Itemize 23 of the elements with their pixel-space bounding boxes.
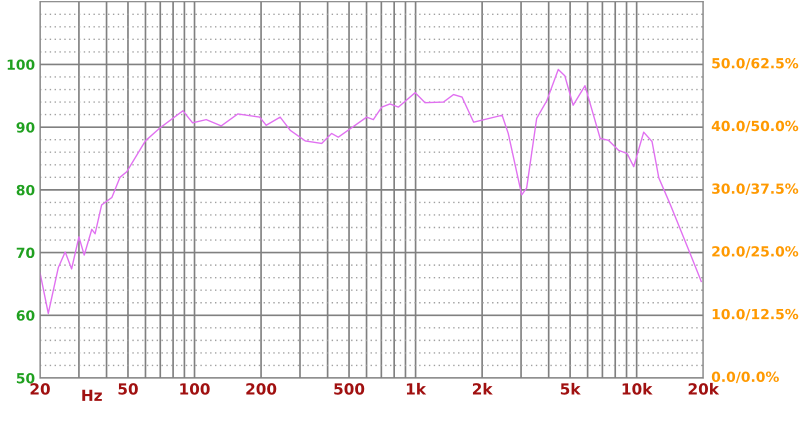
text: 50.0/62.5% <box>712 58 798 70</box>
y-tick-label: 60 <box>16 310 34 321</box>
text: 20.0/25.0% <box>712 246 798 258</box>
y-tick-label: 90 <box>16 122 34 133</box>
x-tick-label: 50 <box>118 383 138 395</box>
y-tick-label: 70 <box>16 248 34 258</box>
text: 0.0/0.0% <box>712 372 779 384</box>
y-tick-label: 80 <box>16 184 34 196</box>
text: 30.0/37.5% <box>712 183 798 195</box>
x-tick-label: 100 <box>180 383 210 395</box>
text: 10.0/12.5% <box>712 308 798 320</box>
x-tick-label: 200 <box>246 383 276 395</box>
y-tick-label: 100 <box>8 59 34 70</box>
x-tick-label: 500 <box>334 383 364 395</box>
x-tick-label: 1k <box>406 382 426 394</box>
x-tick-label: 5k <box>560 382 581 395</box>
x-tick-label: 20 <box>30 383 50 395</box>
text: 40.0/50.0% <box>712 120 798 132</box>
x-tick-label: 2k <box>472 382 493 394</box>
x-tick-label: 20k <box>688 382 720 395</box>
x-tick-label: 10k <box>622 382 653 395</box>
x-axis-title: Hz <box>82 390 102 401</box>
y-tick-label: 50 <box>16 372 34 384</box>
